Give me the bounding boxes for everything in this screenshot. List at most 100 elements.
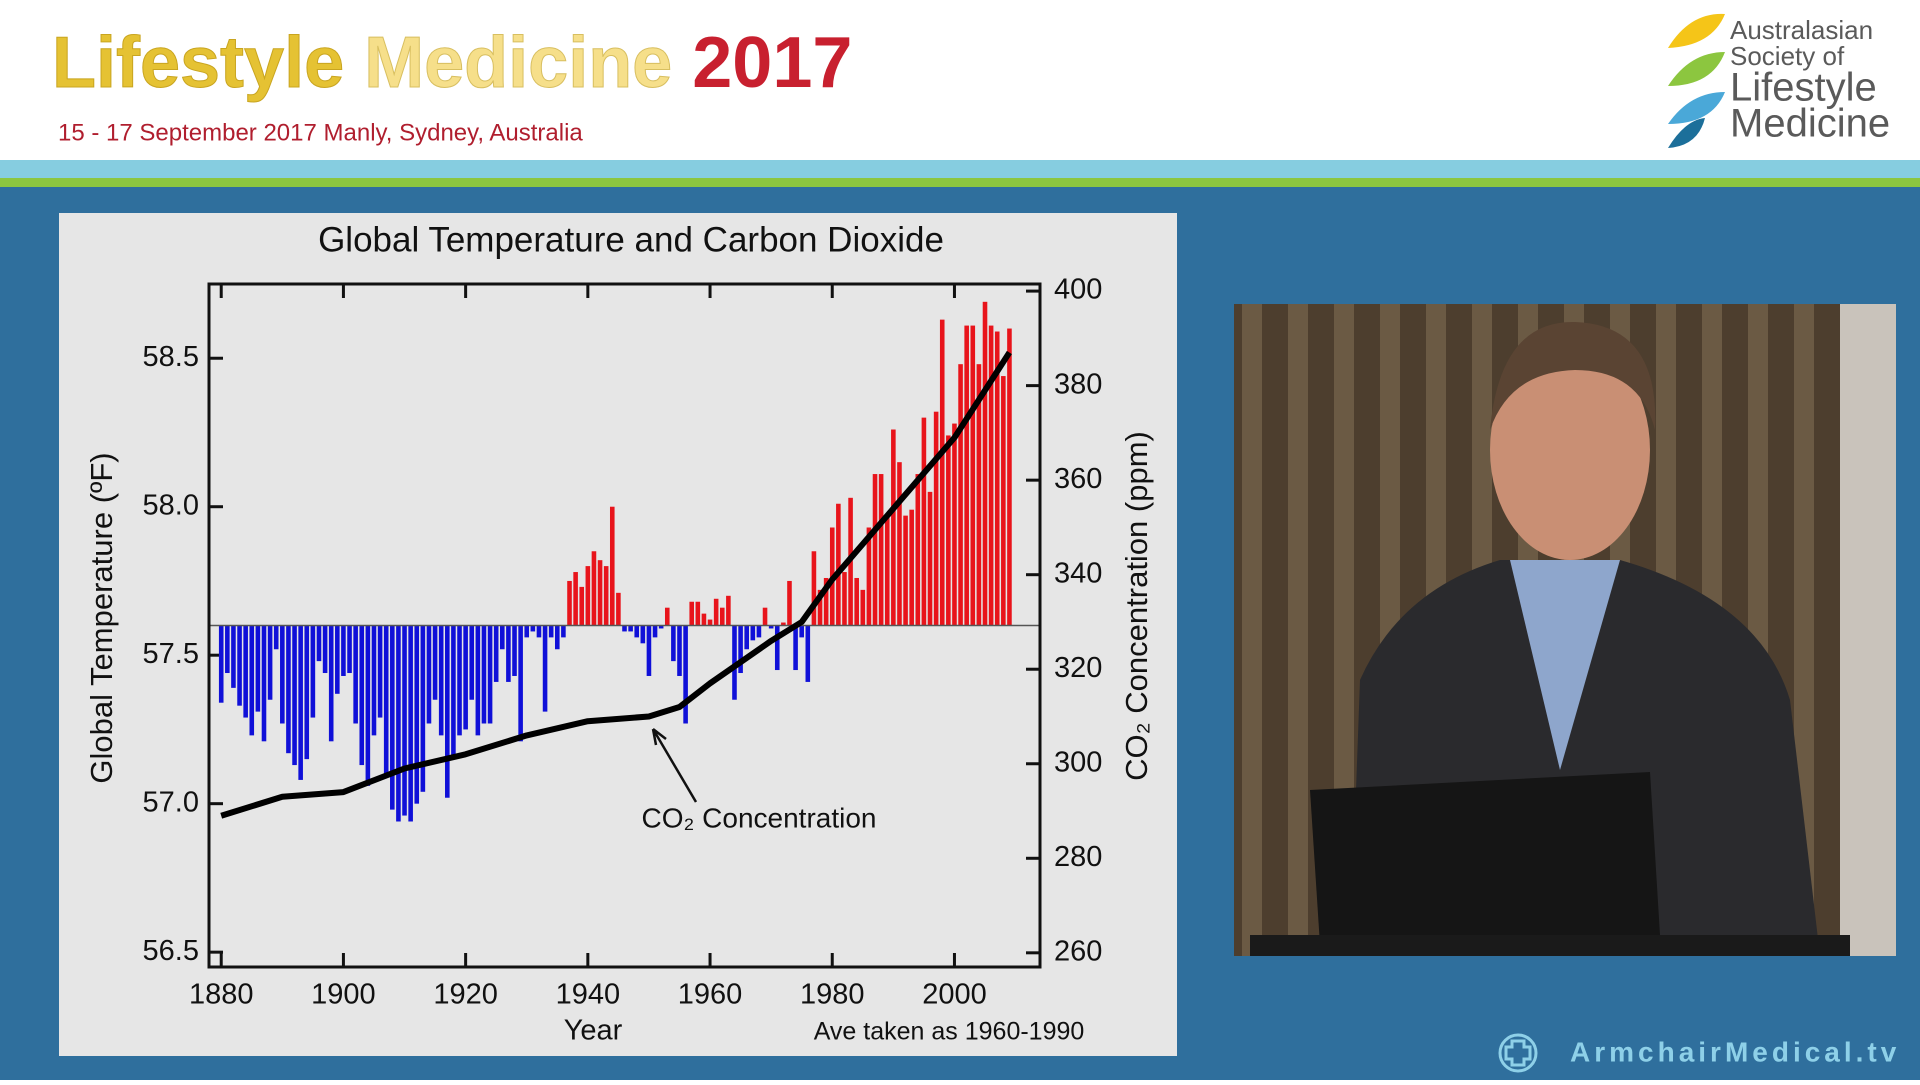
bar: [836, 503, 841, 626]
bar: [628, 625, 633, 632]
bar: [304, 625, 310, 760]
bar: [964, 325, 969, 626]
bar: [1001, 376, 1006, 626]
watermark-icon: [1498, 1033, 1538, 1073]
watermark-text: ArmchairMedical.tv: [1570, 1036, 1900, 1067]
bar: [683, 625, 688, 724]
bar: [921, 417, 927, 626]
bar: [445, 625, 450, 798]
laptop: [1310, 772, 1660, 945]
stripe: [0, 160, 1920, 178]
bar: [958, 364, 963, 626]
x-tick-label: 1980: [800, 979, 865, 1011]
bar: [536, 625, 542, 638]
bar: [695, 601, 701, 626]
bar: [567, 580, 572, 626]
bar: [732, 625, 737, 700]
bar: [689, 601, 695, 626]
y-tick-label: 57.5: [143, 638, 199, 670]
bar: [518, 625, 523, 742]
bar: [860, 589, 866, 626]
hair: [1490, 321, 1656, 430]
logo-leaf: [1668, 13, 1725, 48]
logo-text: Medicine: [1730, 102, 1890, 146]
bar: [310, 625, 316, 718]
bar: [573, 572, 578, 626]
bar: [634, 625, 640, 638]
bar: [414, 625, 420, 804]
chart-title: Global Temperature and Carbon Dioxide: [318, 220, 944, 259]
bar: [463, 625, 468, 730]
bar: [451, 625, 456, 760]
bar: [231, 625, 236, 688]
watermark-icon: [1504, 1039, 1532, 1067]
bar: [371, 625, 377, 736]
bar: [280, 625, 285, 724]
bar: [719, 607, 725, 626]
bar: [396, 625, 401, 822]
bar: [738, 625, 743, 674]
y2-tick-label: 380: [1054, 368, 1102, 400]
bar: [347, 625, 352, 674]
bar: [677, 625, 682, 676]
bar: [1007, 328, 1012, 626]
video-panel: [1234, 304, 1896, 956]
bar: [322, 625, 328, 674]
bar: [878, 474, 884, 626]
bar: [891, 429, 896, 626]
bar: [756, 625, 762, 638]
title-part: 2017: [692, 23, 852, 103]
annotation-arrow: [651, 728, 698, 803]
bar: [707, 619, 713, 626]
y2-axis-label: CO₂ Concentration (ppm): [1119, 431, 1154, 781]
y2-tick-label: 280: [1054, 841, 1102, 873]
bar: [799, 625, 804, 638]
logo-text: Australasian: [1730, 15, 1873, 45]
bar: [994, 331, 1000, 626]
bar: [579, 586, 585, 626]
bar: [939, 319, 945, 626]
plot: 56.5 57.0 57.5 58.0 58.5 260 280 300 320 340 360 38…: [143, 274, 1103, 1011]
bar: [267, 625, 273, 700]
bar: [903, 515, 908, 626]
bar: [237, 625, 242, 706]
logo: Australasian Society of Lifestyle Medici…: [1668, 13, 1890, 148]
bar: [664, 607, 670, 626]
bar: [438, 625, 444, 736]
bar: [218, 625, 224, 703]
bar: [866, 527, 872, 626]
bar: [255, 625, 261, 712]
bar: [658, 625, 664, 629]
bar: [548, 625, 554, 638]
logo-text: Lifestyle: [1730, 66, 1877, 110]
stripe: [0, 178, 1920, 187]
x-tick-label: 1960: [678, 979, 743, 1011]
bar: [292, 625, 297, 766]
bar: [609, 506, 615, 626]
bar: [597, 560, 603, 626]
bar: [970, 325, 976, 626]
bar: [500, 625, 505, 650]
bar: [512, 625, 517, 676]
bar: [909, 509, 914, 626]
bar: [377, 625, 383, 718]
bar: [817, 589, 823, 626]
bar: [823, 577, 829, 626]
bar: [286, 625, 291, 754]
logo-text: Society of: [1730, 41, 1845, 71]
bar: [383, 625, 389, 774]
bar: [457, 625, 462, 736]
bar: [842, 572, 847, 626]
bar: [872, 474, 878, 626]
bar: [554, 625, 560, 650]
bar: [328, 625, 334, 742]
shirt: [1510, 560, 1620, 770]
bar: [897, 462, 902, 626]
bar: [750, 625, 756, 641]
bar: [359, 625, 365, 766]
bar: [335, 625, 340, 694]
bar: [243, 625, 248, 718]
bar: [671, 625, 676, 662]
bar: [530, 625, 536, 632]
